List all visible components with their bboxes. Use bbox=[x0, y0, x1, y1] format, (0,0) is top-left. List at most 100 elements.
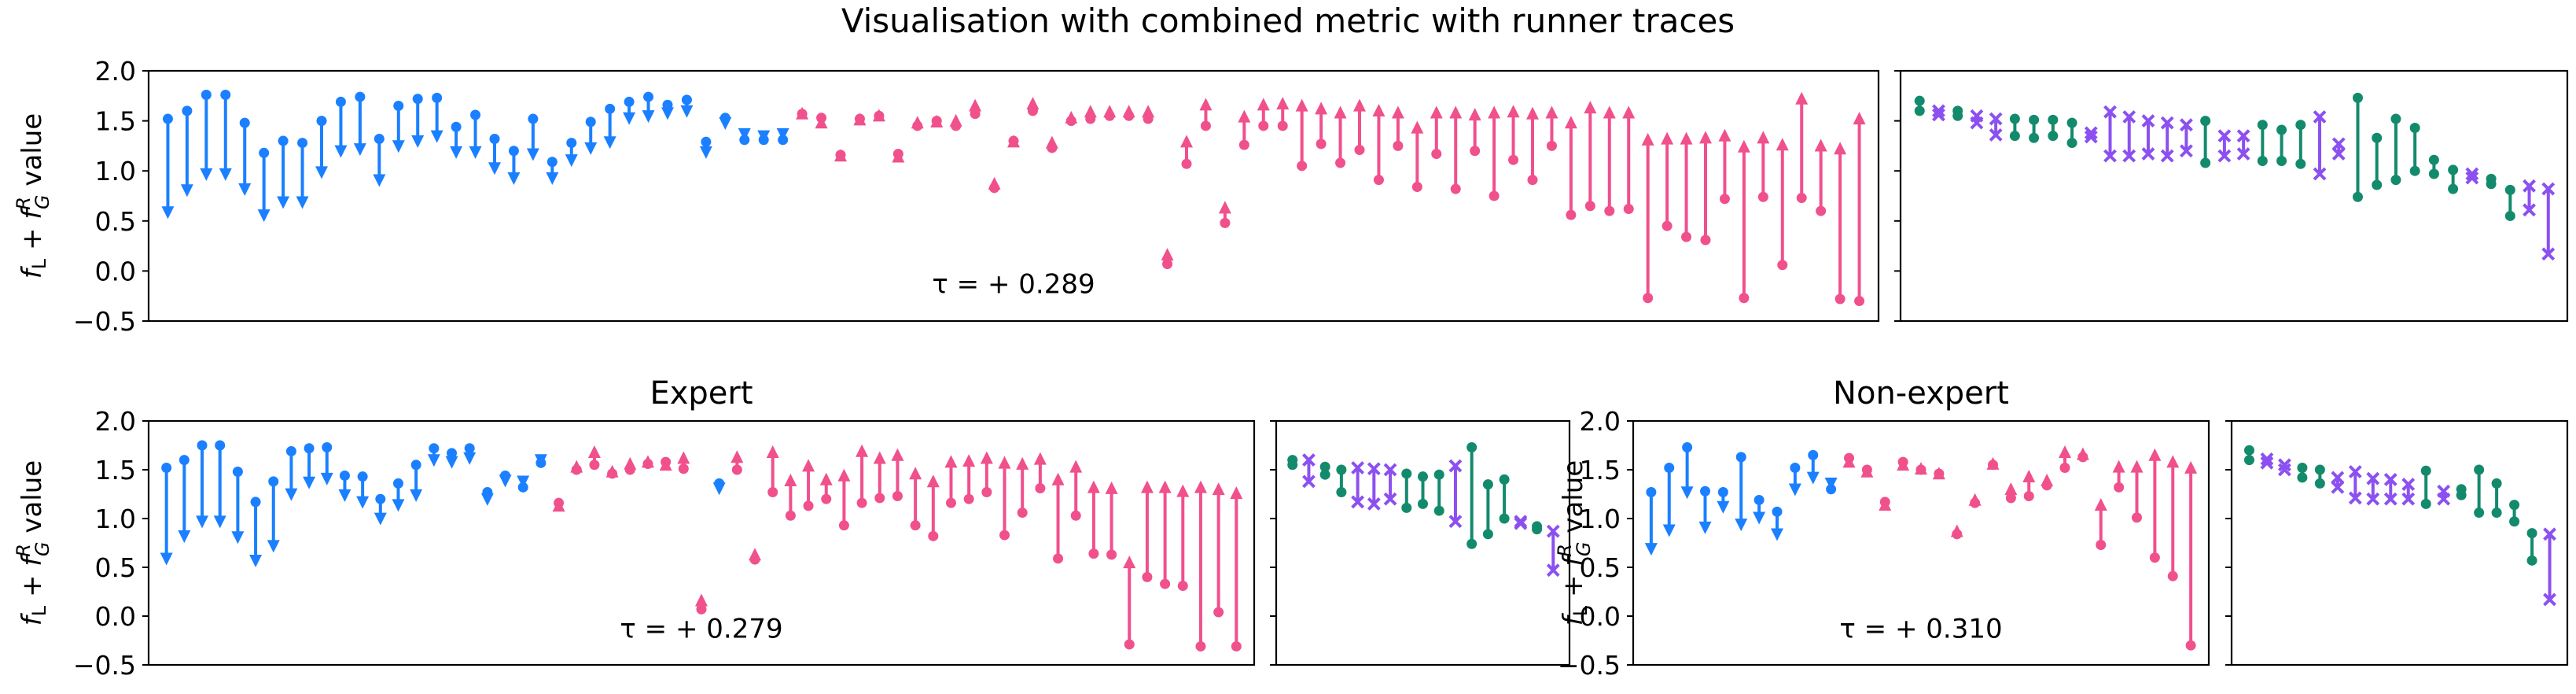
y-tick-label: 0.5 bbox=[1580, 552, 1621, 583]
arrow-head bbox=[1834, 142, 1847, 155]
data-point bbox=[2491, 508, 2502, 519]
arrow-head bbox=[1806, 471, 1820, 485]
arrow-head bbox=[2041, 473, 2054, 486]
data-point bbox=[278, 135, 289, 146]
arrow-head bbox=[1176, 484, 1190, 497]
data-point-cross bbox=[1970, 116, 1984, 130]
data-point-cross bbox=[2122, 110, 2136, 124]
data-point bbox=[220, 90, 231, 101]
data-point bbox=[2314, 478, 2325, 489]
data-point-cross bbox=[1383, 492, 1397, 506]
data-point bbox=[1717, 487, 1728, 498]
data-point bbox=[546, 157, 558, 168]
arrow-head bbox=[1507, 105, 1520, 118]
arrow-head bbox=[969, 98, 982, 112]
arrow-head bbox=[1932, 467, 1945, 480]
arrow-head bbox=[1372, 103, 1386, 116]
data-point bbox=[178, 455, 190, 466]
data-point bbox=[2526, 555, 2537, 566]
data-point bbox=[2096, 539, 2107, 550]
data-point bbox=[2059, 463, 2070, 474]
arrow-head bbox=[1718, 128, 1731, 142]
arrow-head bbox=[1753, 511, 1766, 525]
data-point bbox=[1646, 487, 1657, 498]
data-point bbox=[1482, 529, 1493, 540]
arrow-head bbox=[911, 116, 924, 129]
arrow-head bbox=[853, 113, 867, 126]
data-point-cross bbox=[2278, 458, 2291, 472]
arrow-head bbox=[1238, 109, 1251, 123]
arrow-head bbox=[1334, 105, 1347, 119]
data-point bbox=[2029, 132, 2040, 143]
arrow-head bbox=[257, 209, 270, 223]
arrow-head bbox=[178, 530, 191, 543]
arrow-head bbox=[980, 451, 993, 464]
y-axis-label: fL + fRG value bbox=[1554, 460, 1595, 626]
data-point bbox=[2023, 490, 2034, 501]
data-point bbox=[393, 101, 404, 112]
data-point bbox=[2491, 478, 2502, 489]
data-point bbox=[1195, 640, 1206, 652]
data-point bbox=[2526, 528, 2537, 539]
data-point-cross bbox=[2260, 456, 2274, 470]
data-point-cross bbox=[2331, 471, 2345, 485]
data-point bbox=[1401, 502, 1412, 513]
data-point bbox=[182, 105, 193, 116]
tau-annotation: τ = + 0.279 bbox=[620, 613, 782, 644]
arrow-head bbox=[1045, 135, 1058, 149]
panel-nonexpert-main: Non-expert −0.5 0.0 0.5 1.0 1.5 2.0 τ = + 0.310 bbox=[1558, 375, 2210, 681]
y-tick-label: 1.0 bbox=[95, 156, 136, 186]
arrow-head bbox=[517, 475, 530, 489]
data-point bbox=[821, 493, 832, 504]
data-point-cross bbox=[1302, 474, 1316, 489]
panels: −0.5 0.0 0.5 1.0 1.5 2.0 τ = + 0.289 fL + fRG v… bbox=[13, 56, 2569, 681]
arrow-head bbox=[1968, 493, 1982, 506]
data-point bbox=[1070, 510, 1081, 521]
arrow-head bbox=[802, 459, 815, 472]
data-point bbox=[2048, 114, 2059, 125]
arrow-head bbox=[1526, 106, 1539, 120]
arrow-head bbox=[1276, 97, 1290, 110]
arrow-head bbox=[1033, 452, 1047, 465]
panel-frame bbox=[147, 419, 1256, 666]
data-point-cross bbox=[2523, 179, 2536, 193]
arrow-head bbox=[642, 110, 655, 124]
arrow-head bbox=[909, 467, 922, 480]
data-point bbox=[304, 443, 315, 454]
arrow-head bbox=[661, 107, 674, 120]
arrow-head bbox=[776, 128, 789, 142]
data-point-cross bbox=[2523, 203, 2536, 217]
data-point bbox=[470, 109, 481, 120]
panel-nonexpert-side bbox=[2225, 419, 2569, 666]
data-point bbox=[1466, 441, 1478, 452]
arrow-head bbox=[1735, 519, 1748, 532]
arrow-head bbox=[2130, 460, 2144, 473]
data-point bbox=[1181, 158, 1192, 169]
data-point-cross bbox=[2543, 527, 2556, 541]
arrow-head bbox=[1662, 524, 1676, 537]
data-point bbox=[1106, 549, 1117, 560]
panel-frame bbox=[1632, 419, 2210, 666]
arrow-head bbox=[1295, 98, 1308, 112]
arrow-head bbox=[160, 552, 173, 566]
data-point bbox=[566, 138, 577, 149]
arrow-head bbox=[1122, 105, 1135, 118]
arrow-head bbox=[1853, 112, 1866, 125]
arrow-head bbox=[1051, 472, 1065, 485]
data-point-cross bbox=[2160, 149, 2174, 163]
data-point bbox=[1053, 553, 1064, 564]
arrow-head bbox=[277, 196, 290, 209]
data-point bbox=[928, 530, 939, 541]
arrow-head bbox=[2076, 447, 2089, 460]
data-point-cross bbox=[2141, 147, 2155, 161]
data-point bbox=[322, 441, 333, 452]
arrow-head bbox=[1391, 105, 1404, 119]
data-point bbox=[1499, 513, 1510, 524]
arrow-head bbox=[873, 451, 886, 464]
data-point-cross bbox=[2348, 465, 2362, 478]
data-point bbox=[874, 493, 885, 504]
arrow-head bbox=[1680, 131, 1693, 145]
data-point-cross bbox=[2160, 116, 2174, 130]
arrow-head bbox=[766, 445, 779, 458]
data-point bbox=[2314, 464, 2325, 475]
